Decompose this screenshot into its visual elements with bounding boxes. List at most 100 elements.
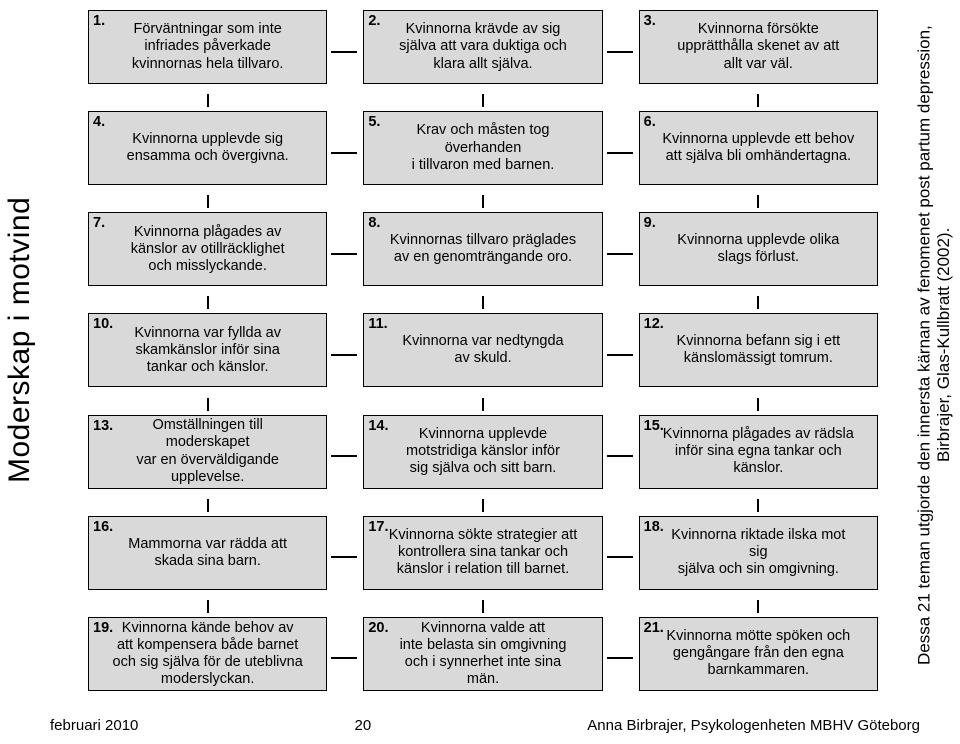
theme-cell: 12. Kvinnorna befann sig i ett känslomäs… xyxy=(639,313,878,396)
theme-box: 8. Kvinnornas tillvaro präglades av en g… xyxy=(363,212,602,286)
theme-number: 7. xyxy=(93,215,105,232)
theme-cell: 2. Kvinnorna krävde av sig själva att va… xyxy=(363,10,602,93)
theme-cell: 11. Kvinnorna var nedtyngda av skuld. xyxy=(363,313,602,396)
theme-text: Förväntningar som inte infriades påverka… xyxy=(132,21,284,72)
theme-box: 11. Kvinnorna var nedtyngda av skuld. xyxy=(363,313,602,387)
theme-number: 5. xyxy=(368,114,380,131)
theme-text: Kvinnorna upplevde ett behov att själva … xyxy=(662,131,854,165)
connector-down xyxy=(207,94,209,107)
theme-number: 14. xyxy=(368,418,388,435)
connector-right xyxy=(331,152,357,154)
theme-cell: 14. Kvinnorna upplevde motstridiga känsl… xyxy=(363,415,602,498)
connector-right xyxy=(607,253,633,255)
theme-number: 18. xyxy=(644,519,664,536)
theme-number: 2. xyxy=(368,13,380,30)
theme-box: 6. Kvinnorna upplevde ett behov att själ… xyxy=(639,111,878,185)
connector-right xyxy=(331,657,357,659)
connector-down xyxy=(482,499,484,512)
caption-line2: Birbrajer, Glas-Kullbratt (2002). xyxy=(934,25,954,665)
connector-right xyxy=(607,354,633,356)
theme-number: 10. xyxy=(93,316,113,333)
theme-box: 19. Kvinnorna kände behov av att kompens… xyxy=(88,617,327,691)
theme-text: Krav och måsten tog överhanden i tillvar… xyxy=(412,122,555,173)
footer-left: februari 2010 xyxy=(50,717,138,734)
connector-down xyxy=(757,195,759,208)
theme-cell: 16. Mammorna var rädda att skada sina ba… xyxy=(88,516,327,599)
theme-cell: 13. Omställningen till moderskapet var e… xyxy=(88,415,327,498)
connector-down xyxy=(757,499,759,512)
theme-cell: 21. Kvinnorna mötte spöken och gengångar… xyxy=(639,617,878,700)
theme-cell: 20. Kvinnorna valde att inte belasta sin… xyxy=(363,617,602,700)
theme-number: 16. xyxy=(93,519,113,536)
connector-down xyxy=(207,600,209,613)
theme-number: 20. xyxy=(368,620,388,637)
connector-down xyxy=(757,600,759,613)
theme-cell: 1. Förväntningar som inte infriades påve… xyxy=(88,10,327,93)
theme-box: 21. Kvinnorna mötte spöken och gengångar… xyxy=(639,617,878,691)
theme-box: 1. Förväntningar som inte infriades påve… xyxy=(88,10,327,84)
connector-down xyxy=(757,94,759,107)
theme-number: 12. xyxy=(644,316,664,333)
theme-text: Kvinnorna försökte upprätthålla skenet a… xyxy=(677,21,839,72)
vertical-caption: Dessa 21 teman utgjorde den innersta kär… xyxy=(916,20,952,670)
connector-down xyxy=(482,296,484,309)
connector-down xyxy=(482,398,484,411)
footer-center: 20 xyxy=(138,717,587,734)
theme-cell: 17. Kvinnorna sökte strategier att kontr… xyxy=(363,516,602,599)
theme-number: 17. xyxy=(368,519,388,536)
connector-down xyxy=(207,195,209,208)
theme-box: 12. Kvinnorna befann sig i ett känslomäs… xyxy=(639,313,878,387)
theme-number: 4. xyxy=(93,114,105,131)
connector-right xyxy=(607,657,633,659)
theme-box: 13. Omställningen till moderskapet var e… xyxy=(88,415,327,489)
theme-text: Kvinnorna befann sig i ett känslomässigt… xyxy=(677,333,841,367)
theme-cell: 8. Kvinnornas tillvaro präglades av en g… xyxy=(363,212,602,295)
connector-right xyxy=(607,51,633,53)
theme-box: 2. Kvinnorna krävde av sig själva att va… xyxy=(363,10,602,84)
theme-text: Kvinnorna riktade ilska mot sig själva o… xyxy=(671,527,845,578)
theme-box: 4. Kvinnorna upplevde sig ensamma och öv… xyxy=(88,111,327,185)
connector-down xyxy=(482,94,484,107)
connector-right xyxy=(331,556,357,558)
theme-text: Kvinnorna plågades av rädsla inför sina … xyxy=(663,426,854,477)
connector-right xyxy=(331,51,357,53)
theme-text: Kvinnorna krävde av sig själva att vara … xyxy=(399,21,567,72)
connector-right xyxy=(331,455,357,457)
theme-text: Kvinnorna kände behov av att kompensera … xyxy=(113,620,303,688)
footer-right: Anna Birbrajer, Psykologenheten MBHV Göt… xyxy=(587,717,920,734)
theme-text: Kvinnorna valde att inte belasta sin omg… xyxy=(400,620,567,688)
theme-number: 11. xyxy=(368,316,387,333)
theme-number: 15. xyxy=(644,418,664,435)
connector-right xyxy=(331,253,357,255)
theme-cell: 15. Kvinnorna plågades av rädsla inför s… xyxy=(639,415,878,498)
theme-box: 18. Kvinnorna riktade ilska mot sig själ… xyxy=(639,516,878,590)
theme-number: 8. xyxy=(368,215,380,232)
theme-cell: 5. Krav och måsten tog överhanden i till… xyxy=(363,111,602,194)
connector-right xyxy=(607,556,633,558)
theme-number: 3. xyxy=(644,13,656,30)
theme-text: Kvinnorna var nedtyngda av skuld. xyxy=(402,333,563,367)
theme-number: 9. xyxy=(644,215,656,232)
theme-text: Kvinnorna sökte strategier att kontrolle… xyxy=(389,527,578,578)
page: Moderskap i motvind Dessa 21 teman utgjo… xyxy=(0,0,960,744)
theme-text: Kvinnorna upplevde motstridiga känslor i… xyxy=(406,426,560,477)
theme-text: Kvinnorna plågades av känslor av otillrä… xyxy=(131,224,285,275)
theme-box: 17. Kvinnorna sökte strategier att kontr… xyxy=(363,516,602,590)
connector-right xyxy=(331,354,357,356)
theme-number: 6. xyxy=(644,114,656,131)
connector-down xyxy=(207,398,209,411)
theme-cell: 18. Kvinnorna riktade ilska mot sig själ… xyxy=(639,516,878,599)
vertical-title: Moderskap i motvind xyxy=(0,60,40,620)
theme-text: Kvinnorna mötte spöken och gengångare fr… xyxy=(666,628,850,679)
theme-box: 7. Kvinnorna plågades av känslor av otil… xyxy=(88,212,327,286)
theme-cell: 10. Kvinnorna var fyllda av skamkänslor … xyxy=(88,313,327,396)
theme-number: 19. xyxy=(93,620,113,637)
theme-text: Kvinnorna upplevde olika slags förlust. xyxy=(677,232,839,266)
theme-number: 21. xyxy=(644,620,664,637)
theme-grid: 1. Förväntningar som inte infriades påve… xyxy=(88,10,878,700)
theme-number: 13. xyxy=(93,418,113,435)
connector-down xyxy=(757,296,759,309)
theme-box: 3. Kvinnorna försökte upprätthålla skene… xyxy=(639,10,878,84)
connector-down xyxy=(482,600,484,613)
connector-down xyxy=(207,499,209,512)
